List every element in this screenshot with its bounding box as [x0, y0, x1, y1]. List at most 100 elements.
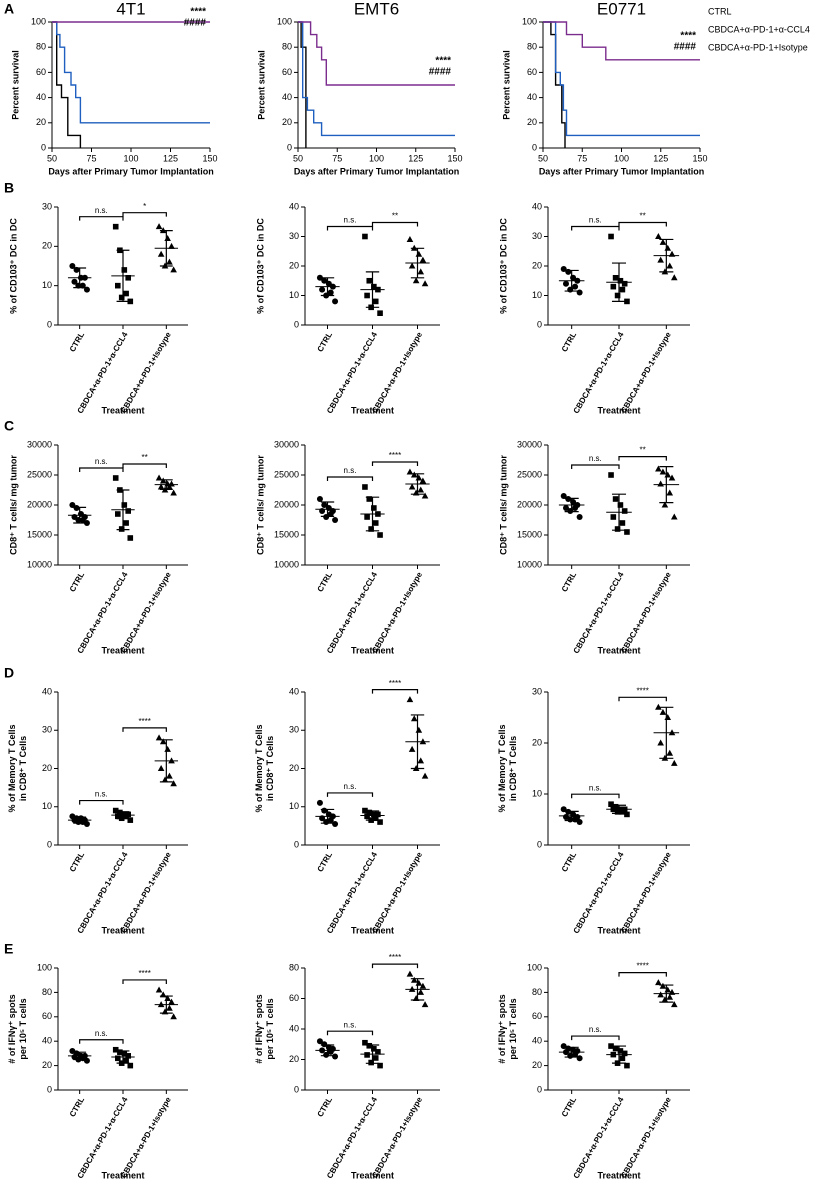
x-tick-label: CBDCA+α-PD-1+α-CCL4 — [325, 850, 379, 935]
data-point — [377, 1062, 383, 1069]
y-tick-label: 60 — [527, 67, 537, 77]
y-tick-label: 40 — [532, 201, 542, 211]
data-point — [576, 1055, 583, 1062]
data-point — [608, 801, 614, 807]
data-point — [419, 982, 427, 989]
data-point — [377, 310, 383, 316]
panel-label: C — [4, 418, 14, 434]
data-point — [657, 480, 664, 487]
data-point — [168, 242, 175, 249]
y-tick-label: 10 — [532, 788, 542, 798]
data-point — [421, 492, 429, 499]
y-tick-label: 20 — [532, 1060, 542, 1070]
data-point — [79, 517, 86, 523]
data-point — [406, 970, 414, 977]
significance-bracket — [618, 221, 667, 227]
data-point — [624, 811, 630, 818]
y-tick-label: 20000 — [274, 499, 299, 509]
significance-bracket — [618, 456, 667, 461]
significance-bracket — [571, 1035, 620, 1041]
y-tick-label: 30000 — [517, 439, 542, 449]
data-point — [624, 298, 630, 305]
data-point — [410, 715, 418, 722]
y-tick-label: 40 — [282, 92, 292, 102]
y-tick-label: 0 — [47, 839, 52, 849]
y-tick-label: 0 — [532, 142, 537, 152]
x-axis-label: Treatment — [101, 405, 144, 415]
x-tick-label: 50 — [538, 153, 548, 163]
data-point — [332, 517, 339, 523]
panel-label: E — [4, 941, 13, 957]
survival-curve — [543, 21, 700, 61]
data-point — [371, 811, 377, 818]
x-tick-label: CTRL — [68, 570, 87, 593]
data-point — [118, 294, 125, 301]
y-tick-label: 10000 — [27, 559, 52, 569]
x-tick-label: CBDCA+α-PD-1+α-CCL4 — [76, 330, 130, 415]
data-point — [567, 286, 574, 293]
y-axis-label: in CD8⁺ T Cells — [18, 736, 28, 801]
significance-bracket — [326, 792, 374, 797]
y-axis-label: % of CD103⁺ DC in DC — [8, 218, 18, 314]
data-point — [617, 1048, 624, 1054]
y-tick-label: 60 — [289, 993, 299, 1003]
y-tick-label: 60 — [282, 67, 292, 77]
data-point — [421, 772, 429, 779]
significance-label: **** — [389, 451, 401, 460]
data-point — [664, 244, 672, 251]
data-point — [164, 745, 171, 752]
data-point — [408, 262, 416, 269]
data-point — [562, 280, 569, 287]
significance-bracket — [326, 225, 374, 231]
data-point — [155, 734, 163, 741]
legend-label: CTRL — [708, 6, 732, 16]
y-tick-label: 80 — [289, 962, 299, 972]
data-point — [362, 233, 368, 240]
data-point — [666, 993, 674, 1000]
data-point — [157, 250, 165, 257]
data-point — [170, 266, 177, 273]
y-axis-label: in CD8⁺ T Cells — [508, 736, 518, 801]
data-point — [664, 986, 672, 993]
y-tick-label: 10 — [42, 280, 52, 290]
error-bar — [410, 473, 425, 495]
data-point — [168, 998, 175, 1005]
survival-curve — [543, 21, 700, 137]
data-point — [164, 234, 171, 241]
y-tick-label: 40 — [289, 201, 299, 211]
data-point — [155, 223, 163, 230]
data-point — [366, 1042, 373, 1049]
data-point — [421, 280, 429, 287]
data-point — [316, 496, 323, 502]
x-tick-label: 150 — [202, 153, 217, 163]
error-bar — [320, 1044, 335, 1057]
significance-bracket — [326, 476, 374, 481]
significance-label: n.s. — [589, 454, 602, 463]
x-tick-label: CBDCA+α-PD-1+Isotype — [370, 330, 424, 415]
significance-label: n.s. — [589, 216, 602, 225]
significance-bracket — [79, 467, 124, 472]
significance-bracket — [79, 216, 124, 221]
error-bar — [73, 506, 87, 524]
data-point — [375, 1049, 381, 1055]
y-tick-label: 0 — [537, 1084, 542, 1094]
data-point — [332, 298, 339, 305]
y-tick-label: 20 — [289, 1054, 299, 1064]
data-point — [368, 1059, 374, 1066]
survival-curve — [298, 21, 307, 148]
data-point — [368, 526, 374, 532]
chart-title: EMT6 — [354, 0, 399, 18]
x-axis-label: Treatment — [597, 645, 640, 655]
y-axis-label: in CD8⁺ T Cells — [265, 736, 275, 801]
data-point — [327, 289, 334, 296]
data-point — [670, 513, 678, 520]
x-axis-label: Treatment — [101, 1170, 144, 1180]
data-point — [657, 256, 664, 263]
x-tick-label: CBDCA+α-PD-1+Isotype — [119, 1095, 173, 1180]
x-tick-label: CBDCA+α-PD-1+α-CCL4 — [572, 1095, 626, 1180]
x-tick-label: CBDCA+α-PD-1+Isotype — [619, 850, 673, 935]
error-bar — [410, 978, 425, 1001]
data-point — [657, 739, 664, 746]
y-tick-label: 20 — [532, 260, 542, 270]
y-tick-label: 40 — [289, 686, 299, 696]
